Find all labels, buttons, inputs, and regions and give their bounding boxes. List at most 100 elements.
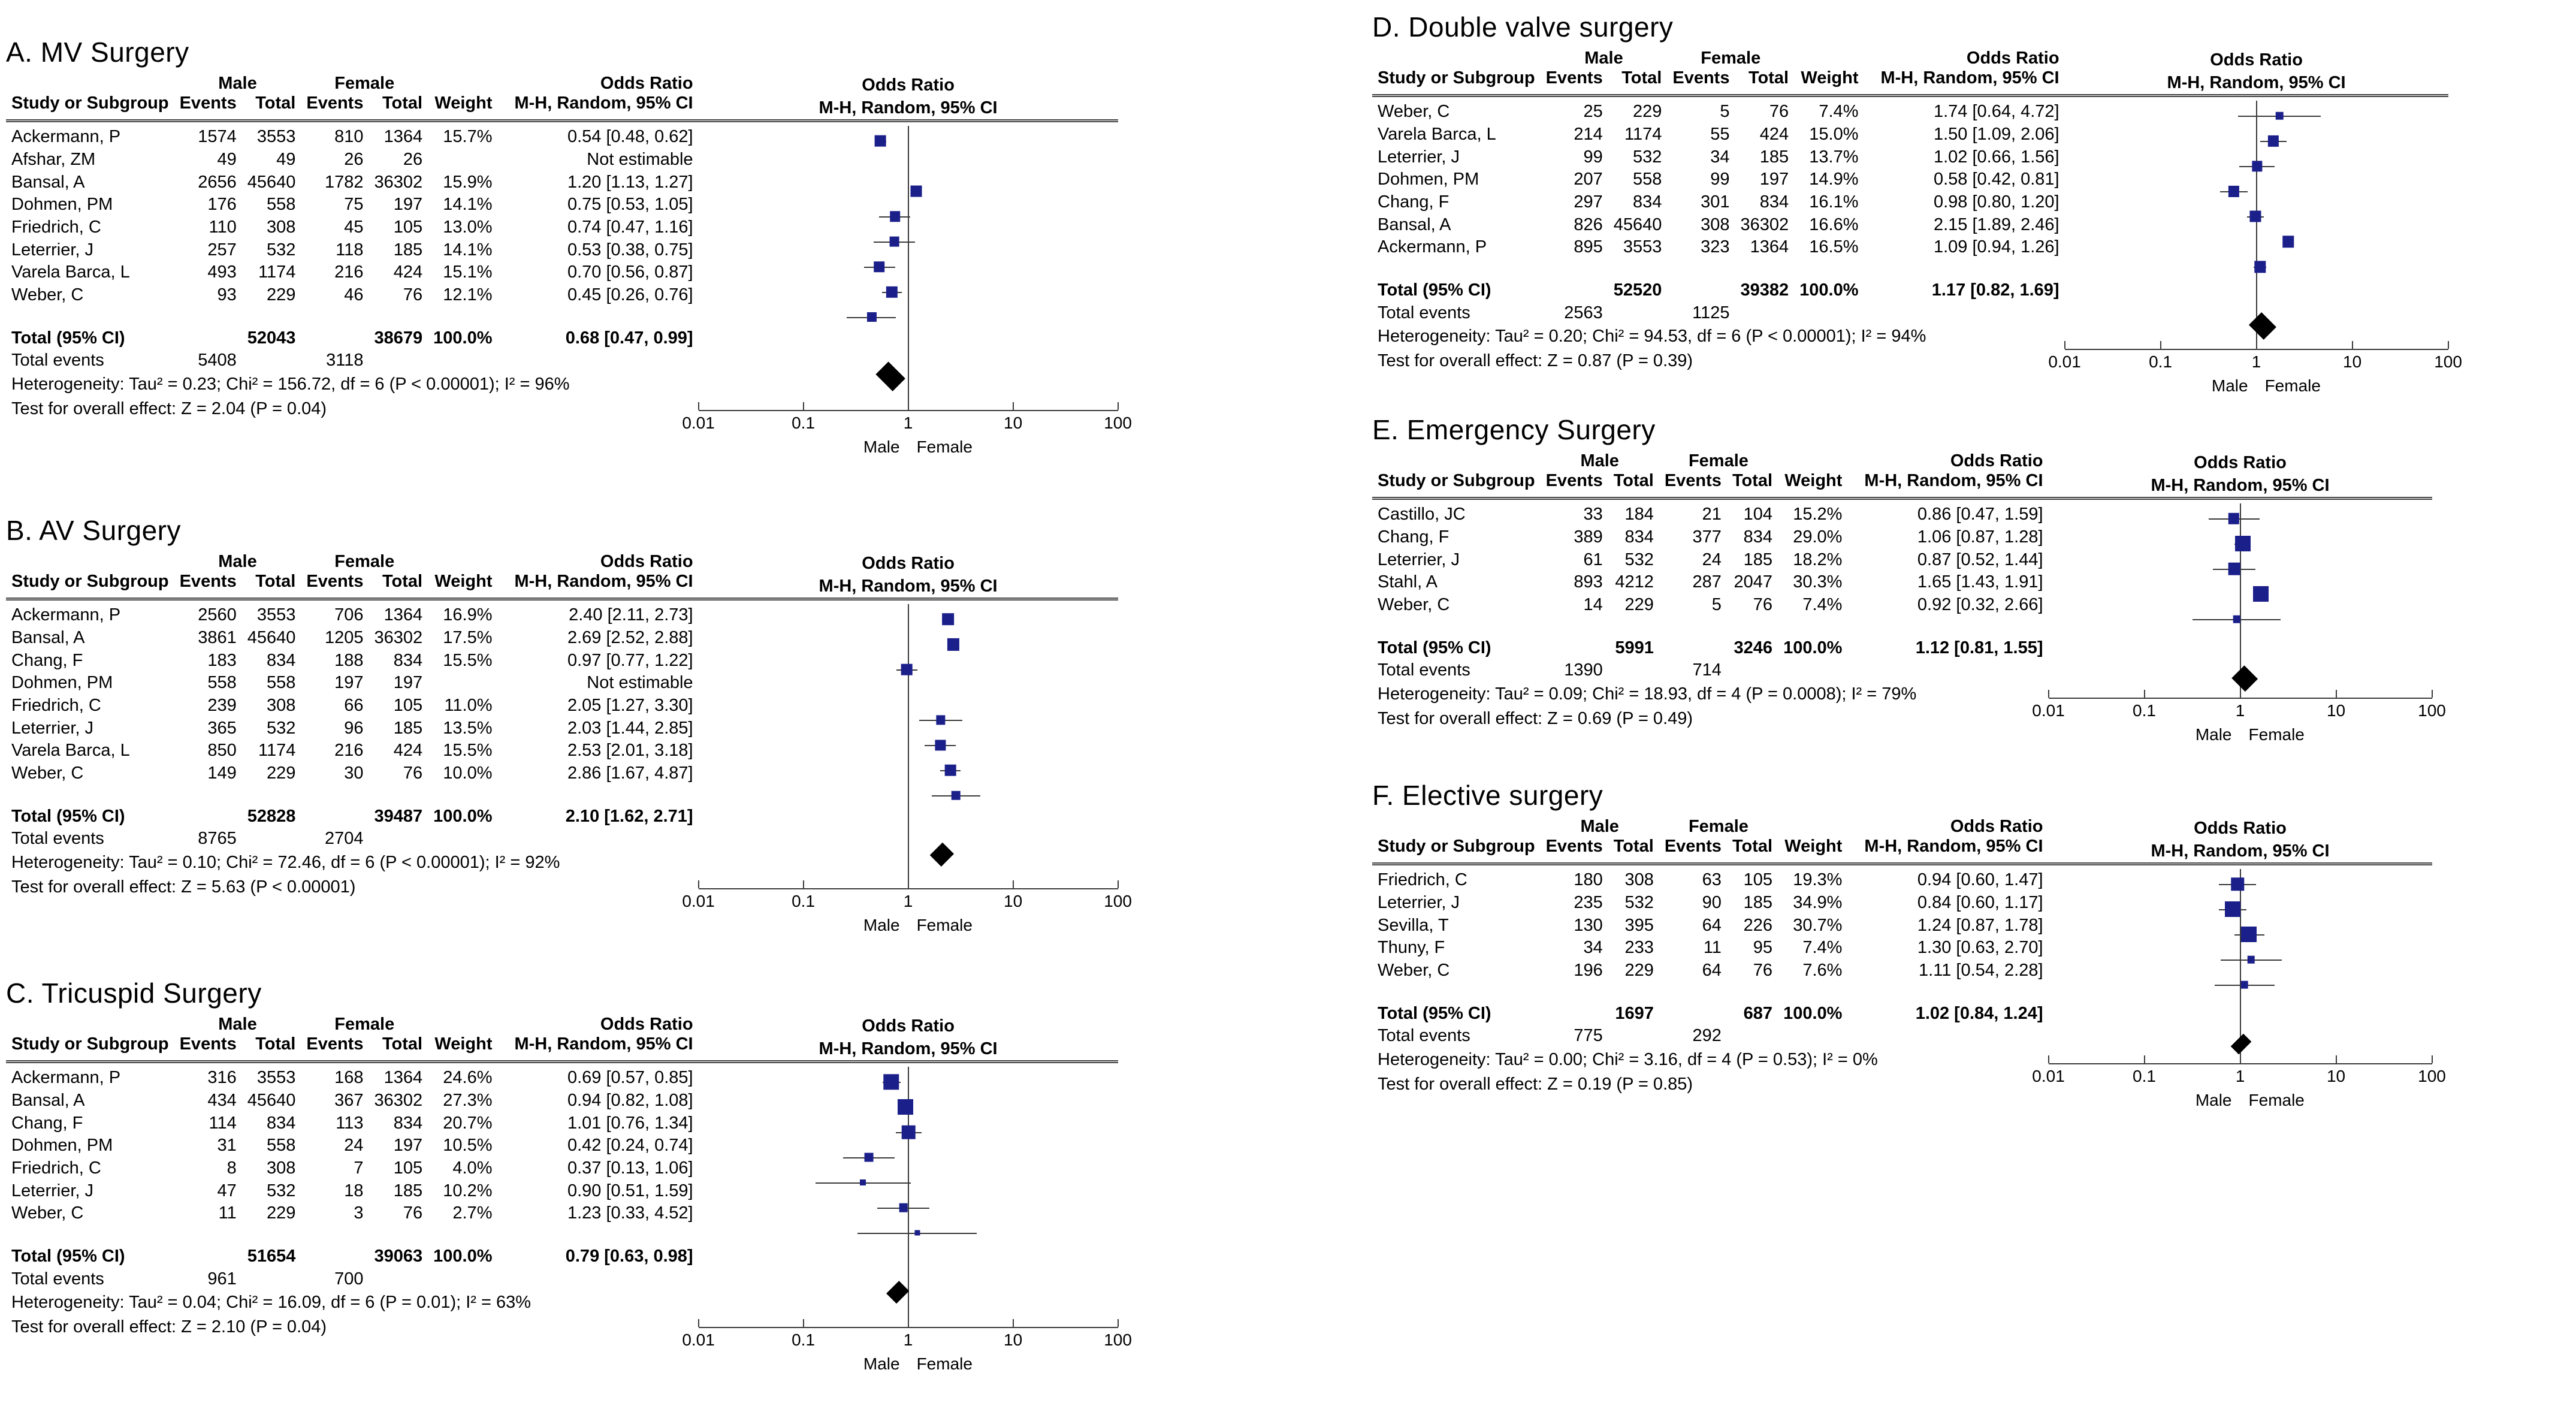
plot-title-odds-ratio: Odds Ratio — [2194, 453, 2287, 472]
axis-tick-label: 0.1 — [2133, 1067, 2156, 1086]
study-marker — [860, 1179, 866, 1186]
cell-weight: 14.9% — [1809, 170, 1859, 189]
cell-odds-ratio: 1.20 [1.13, 1.27] — [567, 172, 693, 192]
cell-male-events: 61 — [1583, 550, 1603, 569]
cell-male-events: 180 — [1574, 870, 1603, 890]
panel-body: Male Female Odds Ratio Study or Subgroup Eve… — [6, 553, 1132, 936]
cell-female-events: 113 — [336, 1113, 364, 1133]
cell-study: Afshar, ZM — [11, 149, 96, 169]
axis-tick — [907, 880, 909, 889]
cell-male-total: 532 — [1624, 550, 1654, 569]
cell-weight: 15.7% — [443, 127, 493, 147]
cell-study: Weber, C — [1378, 595, 1450, 614]
cell-study: Dohmen, PM — [11, 1136, 113, 1155]
cell-male-events: 47 — [217, 1181, 237, 1200]
forest-table-f: Male Female Odds Ratio Study or Subgroup Eve… — [1372, 817, 2049, 1096]
cell-female-total: 834 — [1759, 192, 1789, 212]
cell-male-events: 214 — [1574, 124, 1603, 144]
cell-female-total: 36302 — [374, 627, 423, 647]
table-row: Weber, C 11 229 3 76 2.7% 1.23 [0.33, 4.52] — [6, 1202, 699, 1225]
plot-title-odds-ratio: Odds Ratio — [862, 554, 955, 573]
cell-male-events: 493 — [207, 263, 237, 282]
cell-female-events: 75 — [344, 195, 364, 215]
cell-total-male: 1697 — [1615, 1003, 1654, 1023]
cell-odds-ratio: 1.50 [1.09, 2.06] — [1933, 124, 2059, 144]
cell-female-total: 104 — [1743, 505, 1773, 524]
cell-blank — [301, 327, 369, 350]
table-group-header: Male Female Odds Ratio — [1372, 817, 2049, 836]
plot-title-odds-ratio: Odds Ratio — [2210, 50, 2303, 70]
column-header-or-ci: M-H, Random, 95% CI — [514, 93, 693, 113]
cell-male-events: 25 — [1583, 102, 1603, 122]
group-header-male: Male — [218, 1015, 257, 1034]
column-header-or-ci: M-H, Random, 95% CI — [1864, 837, 2043, 856]
cell-female-total: 1364 — [383, 605, 423, 625]
blank-cell — [1778, 817, 1847, 835]
stat-heterogeneity-row: Heterogeneity: Tau² = 0.23; Chi² = 156.7… — [6, 372, 699, 397]
axis-tick-label: 1 — [2235, 1067, 2245, 1086]
cell-study: Friedrich, C — [11, 695, 101, 715]
cell-study: Varela Barca, L — [11, 741, 130, 761]
cell-odds-ratio: 1.65 [1.43, 1.91] — [1917, 572, 2043, 592]
axis-tick-label: 10 — [2343, 352, 2362, 372]
axis-tick — [2335, 1055, 2337, 1064]
table-spacer — [6, 785, 699, 805]
cell-female-events: 216 — [334, 741, 364, 761]
axis-tick-label: 1 — [2235, 701, 2245, 720]
cell-weight: 13.5% — [443, 718, 493, 738]
cell-total-label: Total (95% CI) — [11, 806, 125, 826]
stat-heterogeneity-row: Heterogeneity: Tau² = 0.09; Chi² = 18.93… — [1372, 682, 2049, 707]
cell-female-events: 377 — [1692, 527, 1722, 547]
stat-overall-effect-row: Test for overall effect: Z = 2.10 (P = 0… — [6, 1315, 699, 1339]
cell-blank — [1727, 659, 1778, 682]
cell-male-total: 308 — [266, 695, 296, 715]
stat-overall-effect: Test for overall effect: Z = 0.19 (P = 0… — [1378, 1074, 1693, 1094]
cell-male-total: 49 — [276, 149, 296, 169]
cell-blank — [1864, 302, 2064, 325]
table-total-row: Total (95% CI) 52828 39487 100.0% 2.10 [1.62… — [6, 805, 699, 828]
plot-title-odds-ratio: Odds Ratio — [862, 76, 955, 95]
table-row: Castillo, JC 33 184 21 104 15.2% 0.86 [0.47, 1… — [1372, 503, 2049, 526]
table-row: Bansal, A 826 45640 308 36302 16.6% 2.15 [1.89… — [1372, 214, 2065, 237]
table-rule-line — [1372, 497, 2049, 500]
cell-total-events-male: 5408 — [198, 351, 237, 370]
panel-title-c: C. Tricuspid Surgery — [6, 977, 262, 1009]
axis-tick — [2143, 1055, 2145, 1064]
cell-male-total: 3553 — [1623, 237, 1662, 257]
group-header-female: Female — [334, 74, 395, 93]
cell-total-female: 3246 — [1734, 638, 1773, 657]
plot-top-rule — [2048, 497, 2432, 500]
forest-table-b: Male Female Odds Ratio Study or Subgroup Eve… — [6, 553, 699, 899]
cell-female-events: 1205 — [324, 627, 364, 647]
table-row: Leterrier, J 235 532 90 185 34.9% 0.84 [0.60, … — [1372, 892, 2049, 915]
table-spacer — [1372, 259, 2065, 279]
axis-tick-label: 0.01 — [682, 414, 715, 433]
cell-female-events: 21 — [1702, 505, 1722, 524]
stat-overall-effect-row: Test for overall effect: Z = 0.69 (P = 0… — [1372, 707, 2049, 731]
cell-female-events: 26 — [344, 149, 364, 169]
cell-female-events: 810 — [334, 127, 364, 147]
cell-total-odds-ratio: 2.10 [1.62, 2.71] — [565, 806, 693, 826]
study-marker — [2254, 261, 2266, 273]
cell-total-events-label: Total events — [11, 829, 104, 849]
cell-female-total: 105 — [393, 217, 423, 237]
cell-odds-ratio: 0.69 [0.57, 0.85] — [567, 1068, 693, 1088]
cell-female-events: 30 — [344, 763, 364, 783]
cell-male-total: 558 — [1632, 170, 1662, 189]
forest-plot-f: Odds Ratio M-H, Random, 95% CI 0.01 0.1 1 10 1… — [2032, 817, 2446, 1111]
group-header-male: Male — [218, 552, 257, 571]
column-header-female-events: Events — [1664, 471, 1722, 491]
cell-female-total: 834 — [393, 1113, 423, 1133]
panel-body: Male Female Odds Ratio Study or Subgroup Eve… — [1372, 817, 2446, 1111]
stat-heterogeneity-row: Heterogeneity: Tau² = 0.10; Chi² = 72.46… — [6, 850, 699, 875]
pooled-estimate-diamond — [929, 842, 955, 867]
cell-weight: 15.5% — [443, 650, 493, 670]
cell-study: Chang, F — [11, 650, 83, 670]
table-rule — [1372, 494, 2049, 503]
column-header-study: Study or Subgroup — [11, 1034, 169, 1054]
study-marker — [2228, 513, 2240, 524]
stat-overall-effect: Test for overall effect: Z = 5.63 (P < 0… — [11, 877, 356, 897]
cell-female-events: 90 — [1702, 892, 1722, 912]
table-row: Varela Barca, L 493 1174 216 424 15.1% 0.70 [0… — [6, 261, 699, 284]
column-header-male-total: Total — [1613, 837, 1654, 856]
